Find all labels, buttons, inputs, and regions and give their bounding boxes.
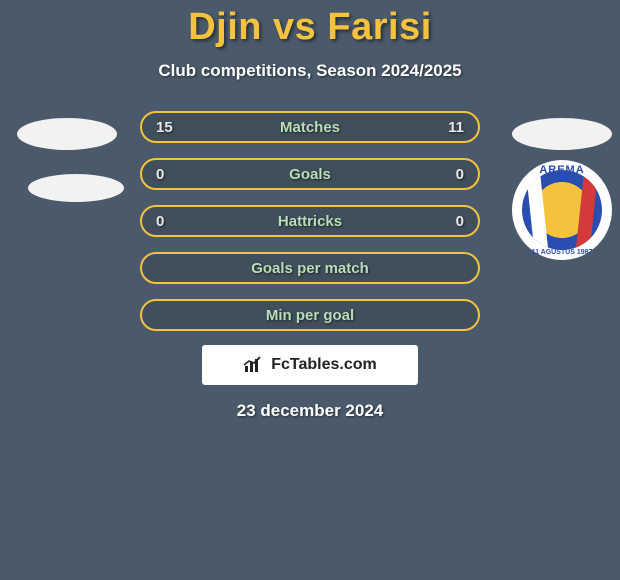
brand-text: FcTables.com — [271, 356, 377, 374]
stat-left-value: 15 — [156, 119, 184, 136]
main-container: Djin vs Farisi Club competitions, Season… — [0, 0, 620, 421]
stat-row-goals: 0 Goals 0 — [140, 158, 480, 190]
stat-label: Min per goal — [266, 307, 354, 324]
brand-box: FcTables.com — [202, 345, 418, 385]
stat-rows: 15 Matches 11 0 Goals 0 0 Hattricks 0 Go… — [0, 111, 620, 331]
stat-row-hattricks: 0 Hattricks 0 — [140, 205, 480, 237]
stat-left-value: 0 — [156, 213, 184, 230]
page-subtitle: Club competitions, Season 2024/2025 — [158, 61, 461, 81]
stat-row-goals-per-match: Goals per match — [140, 252, 480, 284]
stat-label: Goals per match — [251, 260, 369, 277]
page-title: Djin vs Farisi — [188, 6, 432, 49]
stat-right-value: 0 — [436, 166, 464, 183]
barchart-icon — [243, 356, 265, 374]
stat-label: Goals — [289, 166, 331, 183]
date-text: 23 december 2024 — [237, 401, 384, 421]
stat-label: Hattricks — [278, 213, 342, 230]
stat-label: Matches — [280, 119, 340, 136]
stat-left-value: 0 — [156, 166, 184, 183]
stat-right-value: 0 — [436, 213, 464, 230]
stat-row-min-per-goal: Min per goal — [140, 299, 480, 331]
stat-right-value: 11 — [436, 119, 464, 136]
stat-row-matches: 15 Matches 11 — [140, 111, 480, 143]
